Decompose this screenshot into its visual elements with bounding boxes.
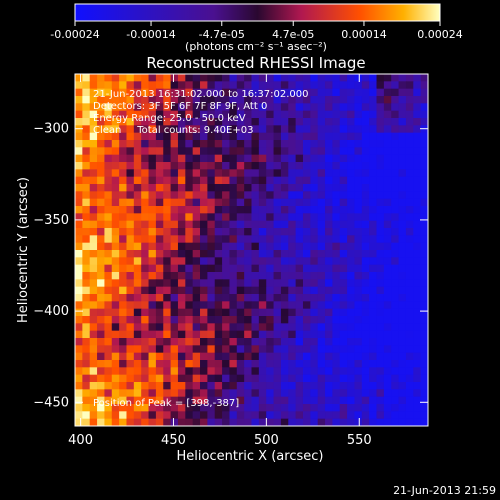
x-tick-label: 450: [161, 433, 186, 448]
y-tick-label: −300: [33, 122, 69, 137]
annotation-energy-range: Energy Range: 25.0 - 50.0 keV: [93, 113, 246, 124]
colorbar-tick-label: 0.00024: [417, 28, 463, 41]
annotation-method: Clean Total counts: 9.40E+03: [93, 125, 253, 136]
annotation-detectors: Detectors: 3F 5F 6F 7F 8F 9F, Att 0: [93, 101, 267, 112]
colorbar: [74, 3, 441, 22]
colorbar-tick-label: 0.00014: [341, 28, 387, 41]
x-tick-label: 550: [347, 433, 372, 448]
y-tick-label: −400: [33, 304, 69, 319]
x-tick-label: 400: [68, 433, 93, 448]
y-tick-label: −450: [33, 395, 69, 410]
colorbar-tick-label: 4.7e-05: [272, 28, 314, 41]
colorbar-units-label: (photons cm⁻² s⁻¹ asec⁻²): [185, 40, 327, 53]
colorbar-tick-label: -0.00024: [50, 28, 99, 41]
heatmap-cells: [75, 74, 429, 427]
x-axis-label: Heliocentric X (arcsec): [177, 449, 324, 464]
chart-title: Reconstructed RHESSI Image: [146, 54, 365, 72]
x-tick-label: 500: [254, 433, 279, 448]
y-axis-label: Heliocentric Y (arcsec): [16, 177, 31, 323]
y-tick-label: −350: [33, 213, 69, 228]
annotation-time-range: 21-Jun-2013 16:31:02.000 to 16:37:02.000: [93, 89, 309, 100]
annotation-block: 21-Jun-2013 16:31:02.000 to 16:37:02.000…: [93, 89, 309, 409]
colorbar-ticks: -0.00024 -0.00014 -4.7e-05 4.7e-05 0.00014 0.…: [50, 21, 463, 41]
colorbar-tick-label: -0.00014: [126, 28, 175, 41]
colorbar-tick-label: -4.7e-05: [199, 28, 245, 41]
footer-timestamp: 21-Jun-2013 21:59: [393, 484, 496, 497]
heatmap-area: [74, 73, 429, 427]
annotation-peak: Position of Peak = [398,-387]: [93, 398, 239, 409]
axis-ticks: 400 450 500 550 −300 −350 −400 −450: [33, 74, 428, 448]
